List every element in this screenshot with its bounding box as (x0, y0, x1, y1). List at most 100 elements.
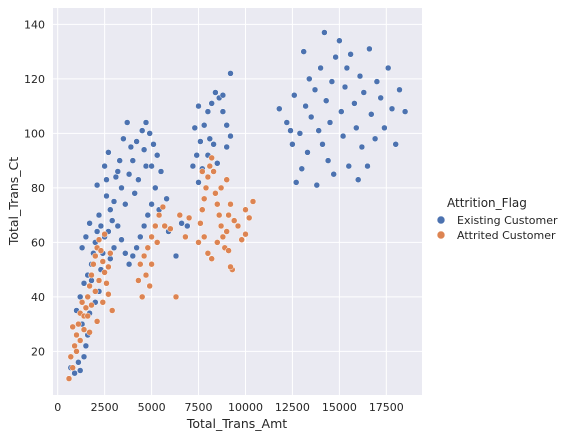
point-attrited-customer (92, 288, 99, 295)
point-attrited-customer (197, 220, 204, 227)
point-existing-customer (71, 369, 78, 377)
point-existing-customer (276, 105, 283, 113)
point-existing-customer (296, 130, 304, 137)
point-existing-customer (105, 149, 112, 156)
point-existing-customer (330, 170, 337, 178)
point-existing-customer (204, 108, 212, 115)
x-tick-label: 12500 (275, 401, 310, 414)
point-attrited-customer (144, 244, 152, 252)
y-axis-label: Total_Trans_Ct (6, 157, 21, 246)
point-attrited-customer (238, 236, 245, 243)
point-attrited-customer (84, 312, 91, 320)
series-attrited-customer (65, 154, 257, 382)
point-attrited-customer (185, 214, 193, 222)
y-tick-label: 60 (31, 236, 45, 249)
point-existing-customer (107, 206, 114, 213)
point-existing-customer (354, 176, 362, 183)
point-existing-customer (93, 181, 101, 189)
point-existing-customer (142, 162, 150, 170)
point-existing-customer (114, 168, 122, 175)
point-existing-customer (368, 111, 375, 118)
point-attrited-customer (225, 247, 232, 254)
point-attrited-customer (73, 348, 80, 355)
point-existing-customer (76, 293, 84, 301)
point-existing-customer (116, 157, 123, 164)
point-attrited-customer (75, 320, 82, 328)
point-existing-customer (125, 170, 133, 178)
point-existing-customer (227, 132, 234, 140)
point-existing-customer (377, 94, 384, 102)
point-attrited-customer (107, 250, 114, 257)
point-existing-customer (103, 176, 110, 183)
point-attrited-customer (206, 162, 214, 170)
point-existing-customer (97, 222, 105, 230)
point-existing-customer (148, 200, 155, 208)
point-attrited-customer (80, 326, 88, 333)
data-points (65, 29, 409, 382)
point-existing-customer (291, 91, 298, 99)
point-attrited-customer (217, 222, 225, 230)
x-tick-label: 17500 (369, 401, 404, 414)
point-existing-customer (80, 353, 88, 361)
point-existing-customer (120, 135, 127, 143)
point-attrited-customer (234, 222, 242, 230)
point-existing-customer (364, 162, 371, 170)
point-existing-customer (298, 165, 306, 173)
point-existing-customer (322, 97, 330, 104)
point-existing-customer (313, 181, 321, 189)
point-existing-customer (122, 200, 129, 208)
y-tick-label: 20 (31, 345, 45, 358)
point-existing-customer (107, 255, 114, 262)
point-attrited-customer (152, 222, 159, 230)
point-attrited-customer (69, 323, 76, 331)
point-existing-customer (108, 217, 116, 224)
point-existing-customer (328, 78, 336, 85)
point-attrited-customer (159, 203, 167, 211)
point-attrited-customer (140, 252, 148, 260)
point-existing-customer (153, 151, 161, 159)
plot-background (53, 8, 422, 395)
point-existing-customer (110, 244, 118, 252)
point-attrited-customer (200, 233, 208, 241)
point-attrited-customer (86, 329, 93, 336)
point-existing-customer (311, 86, 319, 94)
point-existing-customer (135, 176, 142, 183)
point-existing-customer (80, 280, 88, 287)
point-attrited-customer (95, 236, 103, 243)
point-existing-customer (283, 119, 291, 126)
y-tick-label: 40 (31, 291, 45, 304)
point-attrited-customer (95, 277, 103, 284)
point-existing-customer (122, 250, 129, 257)
point-attrited-customer (78, 299, 86, 306)
point-attrited-customer (172, 293, 180, 301)
point-existing-customer (95, 211, 103, 219)
point-existing-customer (184, 222, 191, 230)
point-existing-customer (351, 100, 358, 107)
point-attrited-customer (212, 190, 219, 197)
point-existing-customer (82, 342, 90, 350)
point-existing-customer (347, 51, 354, 58)
point-existing-customer (172, 252, 180, 260)
point-existing-customer (152, 184, 159, 192)
point-attrited-customer (199, 206, 206, 213)
point-existing-customer (317, 64, 324, 72)
point-attrited-customer (67, 353, 75, 361)
point-attrited-customer (223, 176, 230, 183)
x-tick-label: 10000 (228, 401, 263, 414)
point-existing-customer (191, 124, 199, 132)
y-tick-label: 120 (24, 73, 45, 86)
point-attrited-customer (76, 337, 84, 344)
point-existing-customer (338, 108, 345, 115)
point-existing-customer (214, 160, 221, 167)
point-existing-customer (197, 138, 204, 145)
point-existing-customer (371, 135, 379, 143)
legend: Attrition_Flag Existing Customer Attrite… (436, 196, 558, 242)
point-attrited-customer (204, 173, 212, 181)
point-attrited-customer (137, 260, 144, 268)
point-attrited-customer (214, 239, 221, 246)
point-attrited-customer (101, 230, 108, 238)
point-attrited-customer (73, 331, 80, 339)
point-existing-customer (212, 89, 219, 96)
point-attrited-customer (155, 211, 163, 219)
